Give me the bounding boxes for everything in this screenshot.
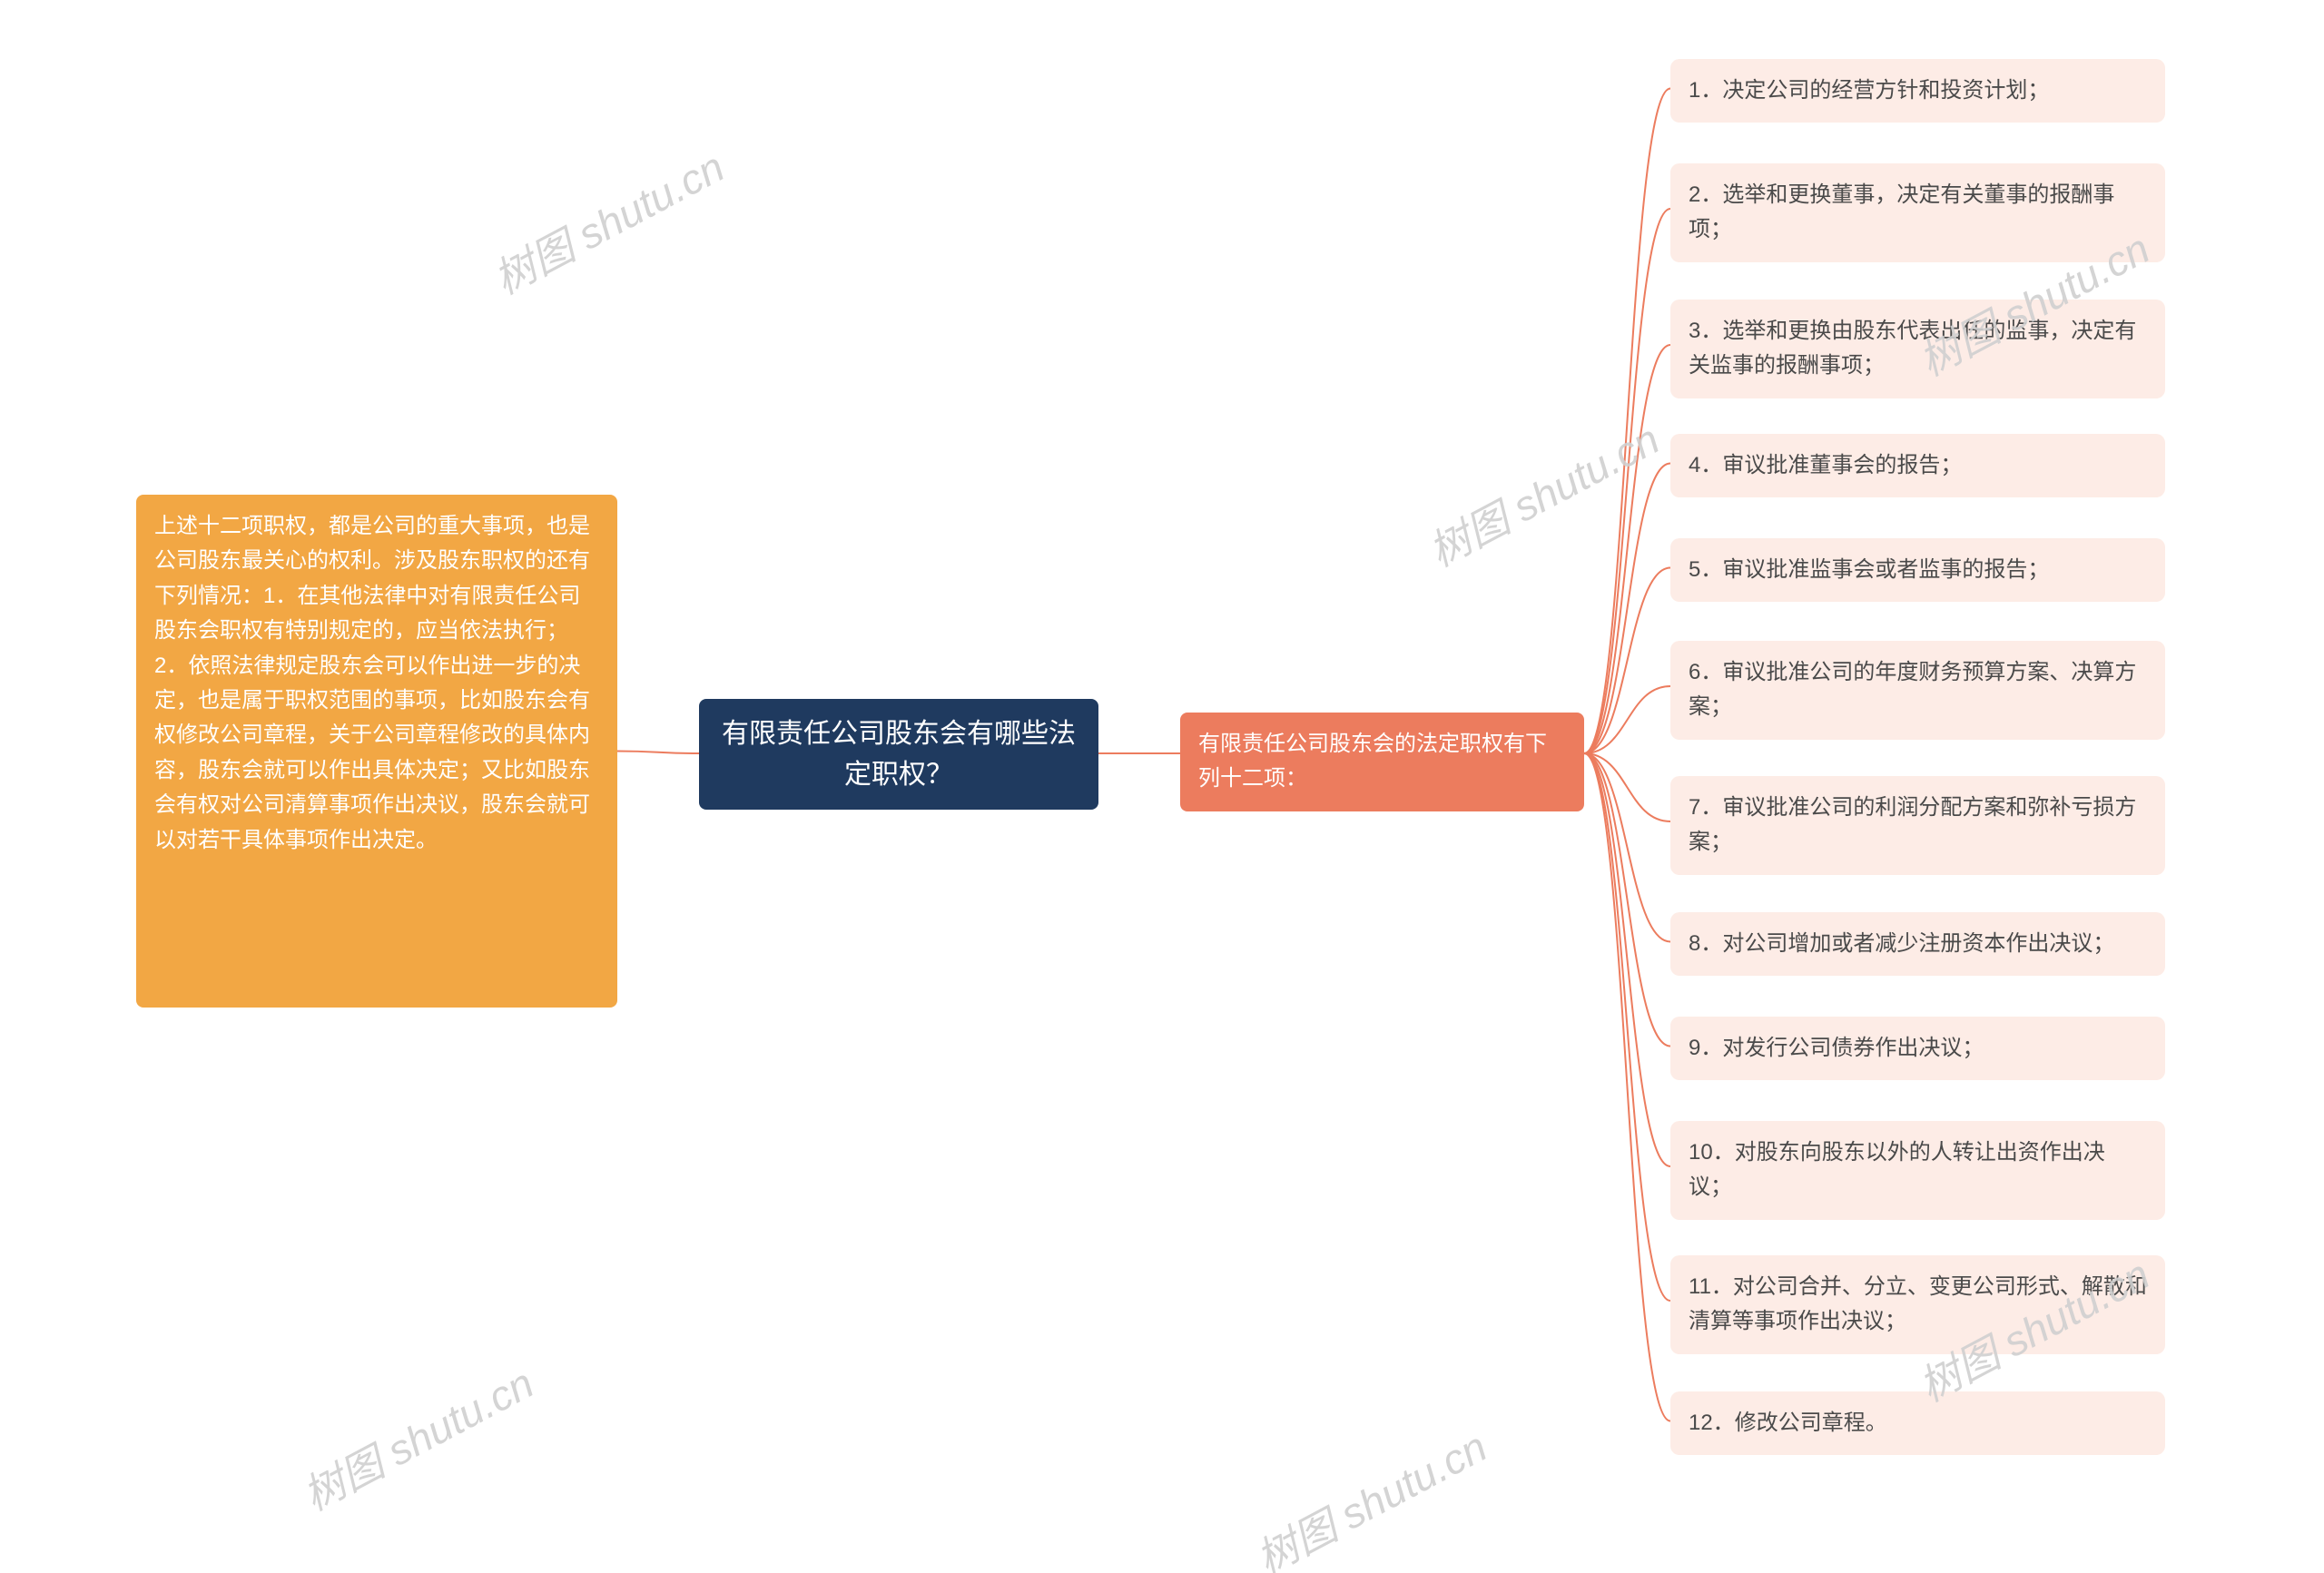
leaf-node: 2．选举和更换董事，决定有关董事的报酬事项； bbox=[1670, 163, 2165, 262]
leaf-text: 10．对股东向股东以外的人转让出资作出决议； bbox=[1689, 1136, 2147, 1205]
watermark: 树图 shutu.cn bbox=[482, 134, 734, 306]
leaf-text: 5．审议批准监事会或者监事的报告； bbox=[1689, 553, 2049, 587]
leaf-node: 4．审议批准董事会的报告； bbox=[1670, 434, 2165, 497]
left-branch-text: 上述十二项职权，都是公司的重大事项，也是公司股东最关心的权利。涉及股东职权的还有… bbox=[154, 514, 590, 852]
right-branch-node: 有限责任公司股东会的法定职权有下列十二项： bbox=[1180, 713, 1584, 811]
leaf-node: 7．审议批准公司的利润分配方案和弥补亏损方案； bbox=[1670, 776, 2165, 875]
leaf-node: 8．对公司增加或者减少注册资本作出决议； bbox=[1670, 912, 2165, 976]
leaf-node: 9．对发行公司债券作出决议； bbox=[1670, 1017, 2165, 1080]
leaf-text: 9．对发行公司债券作出决议； bbox=[1689, 1031, 1984, 1066]
leaf-node: 1．决定公司的经营方针和投资计划； bbox=[1670, 59, 2165, 123]
leaf-text: 2．选举和更换董事，决定有关董事的报酬事项； bbox=[1689, 178, 2147, 248]
left-branch-node: 上述十二项职权，都是公司的重大事项，也是公司股东最关心的权利。涉及股东职权的还有… bbox=[136, 495, 617, 1008]
leaf-node: 10．对股东向股东以外的人转让出资作出决议； bbox=[1670, 1121, 2165, 1220]
root-text: 有限责任公司股东会有哪些法定职权？ bbox=[717, 713, 1080, 795]
leaf-node: 6．审议批准公司的年度财务预算方案、决算方案； bbox=[1670, 641, 2165, 740]
right-branch-text: 有限责任公司股东会的法定职权有下列十二项： bbox=[1198, 727, 1566, 797]
leaf-text: 7．审议批准公司的利润分配方案和弥补亏损方案； bbox=[1689, 791, 2147, 860]
watermark: 树图 shutu.cn bbox=[1417, 407, 1669, 578]
watermark: 树图 shutu.cn bbox=[1245, 1414, 1496, 1573]
watermark: 树图 shutu.cn bbox=[291, 1351, 543, 1522]
leaf-text: 6．审议批准公司的年度财务预算方案、决算方案； bbox=[1689, 655, 2147, 725]
leaf-text: 3．选举和更换由股东代表出任的监事，决定有关监事的报酬事项； bbox=[1689, 314, 2147, 384]
leaf-node: 5．审议批准监事会或者监事的报告； bbox=[1670, 538, 2165, 602]
leaf-text: 4．审议批准董事会的报告； bbox=[1689, 448, 1962, 483]
leaf-text: 1．决定公司的经营方针和投资计划； bbox=[1689, 74, 2049, 108]
leaf-node: 11．对公司合并、分立、变更公司形式、解散和清算等事项作出决议； bbox=[1670, 1255, 2165, 1354]
leaf-text: 8．对公司增加或者减少注册资本作出决议； bbox=[1689, 927, 2114, 961]
leaf-text: 12．修改公司章程。 bbox=[1689, 1406, 1887, 1440]
leaf-node: 3．选举和更换由股东代表出任的监事，决定有关监事的报酬事项； bbox=[1670, 300, 2165, 398]
leaf-text: 11．对公司合并、分立、变更公司形式、解散和清算等事项作出决议； bbox=[1689, 1270, 2147, 1340]
root-node: 有限责任公司股东会有哪些法定职权？ bbox=[699, 699, 1098, 810]
leaf-node: 12．修改公司章程。 bbox=[1670, 1391, 2165, 1455]
